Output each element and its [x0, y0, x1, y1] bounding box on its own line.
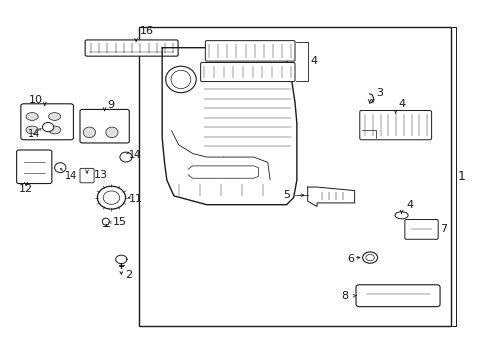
Text: 3: 3	[375, 87, 382, 98]
Ellipse shape	[120, 152, 132, 162]
FancyBboxPatch shape	[200, 63, 294, 82]
FancyBboxPatch shape	[404, 220, 437, 239]
Ellipse shape	[26, 126, 38, 134]
Text: 6: 6	[347, 255, 354, 264]
Text: 16: 16	[140, 27, 154, 36]
Ellipse shape	[48, 126, 61, 134]
Ellipse shape	[362, 252, 377, 263]
FancyBboxPatch shape	[21, 104, 73, 140]
Text: 4: 4	[406, 200, 412, 210]
Text: 5: 5	[282, 190, 289, 200]
Ellipse shape	[105, 127, 118, 138]
Text: 4: 4	[309, 56, 317, 66]
FancyBboxPatch shape	[85, 40, 178, 56]
Text: 7: 7	[440, 224, 447, 234]
Ellipse shape	[102, 218, 109, 225]
Text: 9: 9	[107, 100, 114, 110]
Text: 1: 1	[457, 170, 465, 183]
Text: 2: 2	[125, 270, 132, 280]
FancyBboxPatch shape	[205, 41, 294, 61]
Ellipse shape	[103, 191, 120, 204]
Ellipse shape	[48, 113, 61, 120]
Ellipse shape	[97, 186, 125, 209]
Text: 14: 14	[28, 129, 41, 139]
FancyBboxPatch shape	[359, 111, 431, 140]
Ellipse shape	[26, 113, 38, 120]
Ellipse shape	[394, 212, 407, 219]
Bar	[139, 27, 450, 327]
Ellipse shape	[42, 122, 54, 132]
Ellipse shape	[171, 70, 190, 89]
Ellipse shape	[165, 66, 196, 93]
Text: 8: 8	[341, 291, 348, 301]
Text: 10: 10	[28, 95, 42, 104]
Text: 4: 4	[397, 99, 405, 109]
Ellipse shape	[55, 163, 66, 172]
Text: 14: 14	[128, 150, 141, 160]
Text: 11: 11	[129, 194, 143, 204]
FancyBboxPatch shape	[355, 285, 439, 307]
Text: 13: 13	[94, 170, 108, 180]
FancyBboxPatch shape	[80, 168, 94, 183]
Text: 12: 12	[19, 184, 33, 194]
Ellipse shape	[83, 127, 95, 138]
FancyBboxPatch shape	[80, 109, 129, 143]
Text: 14: 14	[65, 171, 77, 181]
Text: 15: 15	[113, 217, 126, 227]
FancyBboxPatch shape	[17, 150, 52, 184]
Ellipse shape	[365, 255, 374, 261]
